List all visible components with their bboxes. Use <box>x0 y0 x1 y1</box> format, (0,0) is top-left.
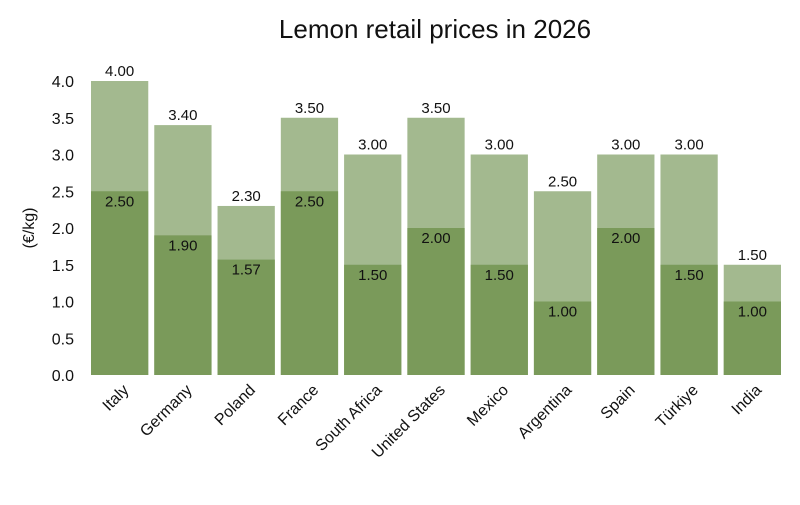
value-label-lower: 1.57 <box>232 262 261 279</box>
x-tick-label: Poland <box>212 382 259 429</box>
bar-lower <box>660 264 718 375</box>
y-tick-label: 0.0 <box>52 368 74 385</box>
y-tick-label: 4.0 <box>52 74 74 91</box>
bar-lower <box>723 301 781 375</box>
value-label-upper: 3.00 <box>485 137 514 154</box>
value-label-upper: 3.00 <box>674 137 703 154</box>
x-tick-label: Mexico <box>464 382 512 430</box>
y-tick-label: 0.5 <box>52 331 74 348</box>
bar-lower <box>280 191 339 375</box>
y-tick-label: 1.5 <box>52 258 74 275</box>
value-label-upper: 3.50 <box>295 100 324 117</box>
bar-lower <box>344 264 402 375</box>
bar-lower <box>91 191 149 375</box>
chart-title: Lemon retail prices in 2026 <box>279 14 591 44</box>
value-label-upper: 3.00 <box>358 137 387 154</box>
value-label-lower: 1.00 <box>738 304 767 321</box>
value-label-lower: 1.50 <box>358 267 387 284</box>
value-label-upper: 2.50 <box>548 173 577 190</box>
x-tick-label: Spain <box>598 382 639 423</box>
y-tick-label: 1.0 <box>52 295 74 312</box>
bar-lower <box>533 301 592 375</box>
x-tick-label: Argentina <box>515 382 576 443</box>
value-label-lower: 1.00 <box>548 304 577 321</box>
x-tick-label: Italy <box>100 382 133 415</box>
bar-lower <box>470 264 528 375</box>
bar-lower <box>154 235 212 375</box>
y-axis-label: (€/kg) <box>21 208 38 249</box>
value-label-upper: 1.50 <box>738 247 767 264</box>
y-tick-label: 3.0 <box>52 148 74 165</box>
value-label-upper: 4.00 <box>105 63 134 80</box>
x-tick-label: France <box>275 382 322 429</box>
value-labels: 4.00 2.50 3.40 1.90 2.30 1.57 3.50 2.50 3.00 1.50… <box>105 63 767 321</box>
value-label-lower: 1.50 <box>485 267 514 284</box>
bar-lower <box>217 259 275 375</box>
value-label-lower: 1.50 <box>674 267 703 284</box>
bar-lower <box>407 228 465 375</box>
bar-lower <box>597 228 655 375</box>
value-label-lower: 2.50 <box>295 193 324 210</box>
x-tick-label: Türkiye <box>653 382 702 431</box>
value-label-lower: 1.90 <box>168 237 197 254</box>
x-tick-label: Germany <box>137 382 196 441</box>
value-label-lower: 2.00 <box>611 230 640 247</box>
value-label-upper: 3.50 <box>421 100 450 117</box>
value-label-upper: 2.30 <box>232 188 261 205</box>
x-tick-label: India <box>729 382 766 419</box>
y-tick-label: 2.5 <box>52 184 74 201</box>
y-tick-label: 2.0 <box>52 221 74 238</box>
y-axis-ticks: 0.0 0.5 1.0 1.5 2.0 2.5 3.0 3.5 4.0 <box>52 74 74 385</box>
bars <box>91 81 781 375</box>
value-label-lower: 2.50 <box>105 193 134 210</box>
value-label-upper: 3.00 <box>611 137 640 154</box>
y-tick-label: 3.5 <box>52 111 74 128</box>
value-label-lower: 2.00 <box>421 230 450 247</box>
value-label-upper: 3.40 <box>168 107 197 124</box>
